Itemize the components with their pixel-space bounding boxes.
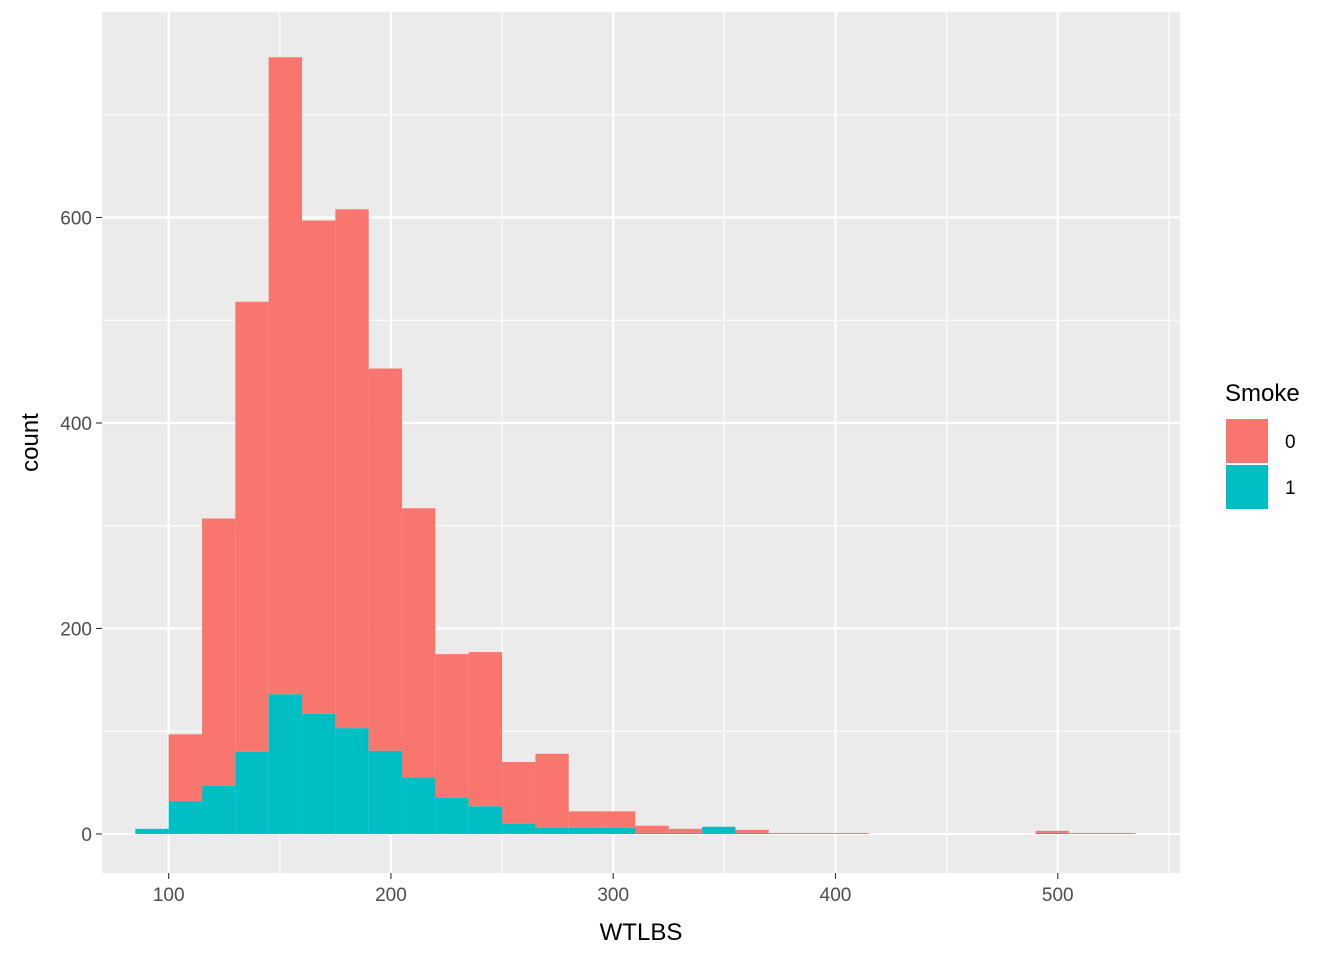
bar-smoke-0 xyxy=(502,762,536,824)
y-tick-label: 200 xyxy=(60,619,92,640)
x-tick-label: 400 xyxy=(820,885,852,906)
bar-smoke-0 xyxy=(202,518,236,786)
bar-smoke-0 xyxy=(768,832,803,834)
legend-title: Smoke xyxy=(1225,380,1300,407)
x-tick-label: 200 xyxy=(375,885,407,906)
bar-smoke-0 xyxy=(168,734,203,802)
bar-smoke-1 xyxy=(202,785,236,834)
bar-smoke-1 xyxy=(402,777,436,834)
bar-smoke-1 xyxy=(568,827,603,834)
bar-smoke-0 xyxy=(568,811,603,828)
bar-smoke-0 xyxy=(402,508,436,778)
bar-smoke-0 xyxy=(535,753,569,828)
bar-smoke-1 xyxy=(535,827,569,834)
bar-smoke-0 xyxy=(468,652,503,807)
bar-smoke-1 xyxy=(668,832,703,834)
bar-smoke-1 xyxy=(635,832,669,834)
bar-smoke-0 xyxy=(335,209,369,729)
legend-key-smoke-1 xyxy=(1226,465,1268,509)
x-tick-label: 500 xyxy=(1042,885,1074,906)
bar-smoke-1 xyxy=(368,750,403,834)
bar-smoke-0 xyxy=(735,829,769,833)
bar-smoke-1 xyxy=(1035,832,1069,834)
bar-smoke-1 xyxy=(268,694,303,834)
y-axis-title: count xyxy=(17,413,44,472)
legend-key-smoke-0 xyxy=(1226,419,1268,463)
legend: Smoke 0 1 xyxy=(1225,380,1300,509)
bar-smoke-1 xyxy=(168,801,203,834)
bar-smoke-0 xyxy=(435,654,469,798)
bar-smoke-1 xyxy=(702,826,736,834)
bar-smoke-1 xyxy=(135,828,169,834)
y-tick-label: 600 xyxy=(60,208,92,229)
bar-smoke-0 xyxy=(635,825,669,833)
bar-smoke-0 xyxy=(835,832,869,834)
bar-smoke-0 xyxy=(802,832,836,834)
bar-smoke-0 xyxy=(235,301,269,752)
bar-smoke-0 xyxy=(368,368,403,751)
bar-smoke-0 xyxy=(302,220,336,714)
bar-smoke-1 xyxy=(602,827,636,834)
y-tick-label: 0 xyxy=(81,825,92,846)
bar-smoke-1 xyxy=(335,728,369,834)
bar-smoke-1 xyxy=(735,832,769,834)
legend-label-smoke-1: 1 xyxy=(1285,478,1296,499)
bar-smoke-0 xyxy=(602,811,636,828)
legend-label-smoke-0: 0 xyxy=(1285,432,1296,453)
bar-smoke-0 xyxy=(268,57,303,695)
bar-smoke-1 xyxy=(435,797,469,834)
bar-smoke-1 xyxy=(502,823,536,834)
x-tick-label: 100 xyxy=(153,885,185,906)
y-tick-label: 400 xyxy=(60,414,92,435)
bar-smoke-1 xyxy=(302,713,336,834)
bar-smoke-1 xyxy=(468,806,503,834)
bar-smoke-0 xyxy=(1102,832,1136,834)
bar-smoke-0 xyxy=(1068,832,1103,834)
x-axis-title: WTLBS xyxy=(600,919,683,946)
histogram-bars xyxy=(135,57,1136,834)
axes: 100 200 300 400 500 0 200 400 600 xyxy=(60,208,1073,906)
bar-smoke-1 xyxy=(235,751,269,834)
bar-smoke-0 xyxy=(668,828,703,833)
x-tick-label: 300 xyxy=(597,885,629,906)
bar-smoke-0 xyxy=(1035,830,1069,833)
